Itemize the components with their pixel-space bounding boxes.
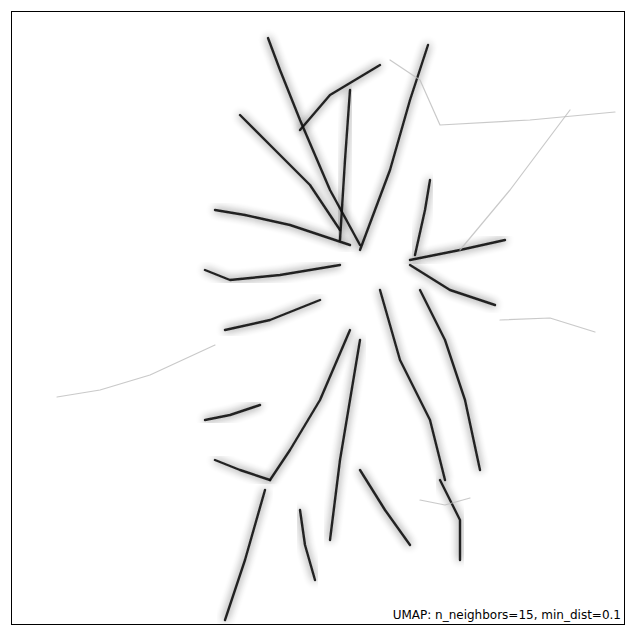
- edge-bundle: [225, 490, 265, 620]
- edge-bundle: [205, 265, 340, 280]
- edge-bundle: [205, 405, 260, 420]
- edge-bundle: [300, 510, 315, 580]
- thin-edge: [57, 345, 215, 397]
- annotation: UMAP: n_neighbors=15, min_dist=0.1: [393, 608, 621, 622]
- edge-bundle: [215, 460, 270, 480]
- edges: [57, 38, 615, 620]
- thin-edge: [420, 498, 470, 505]
- edge-bundle: [360, 470, 410, 545]
- thin-edge: [460, 110, 570, 250]
- edge-bundle: [415, 180, 430, 255]
- edge-bundle: [410, 240, 505, 260]
- edge-bundle: [440, 480, 460, 560]
- edge-bundle: [300, 65, 380, 130]
- thin-edge: [390, 60, 615, 125]
- edge-bundle: [270, 330, 350, 480]
- thin-edge: [500, 318, 595, 332]
- edge-bundle: [240, 115, 340, 230]
- edge-bundle: [410, 265, 495, 305]
- edge-bundle: [360, 45, 428, 250]
- frame: [12, 12, 625, 625]
- edge-bundle: [225, 300, 320, 330]
- edge-bundle: [268, 38, 360, 245]
- edge-bundle: [420, 290, 480, 470]
- chart: UMAP: n_neighbors=15, min_dist=0.1: [0, 0, 636, 636]
- edge-bundle: [330, 340, 360, 540]
- edge-bundle: [340, 90, 350, 240]
